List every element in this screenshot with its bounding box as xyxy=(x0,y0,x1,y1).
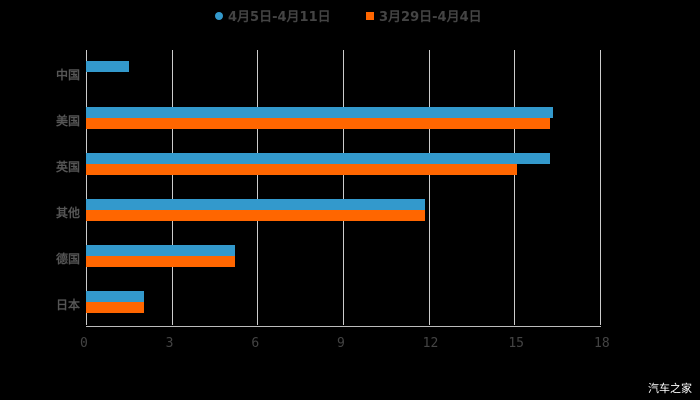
category-label: 英国 xyxy=(55,160,80,174)
category-label: 中国 xyxy=(55,68,80,82)
bar[interactable] xyxy=(86,107,553,118)
bar[interactable] xyxy=(86,61,129,72)
bar[interactable] xyxy=(86,164,518,175)
gridline xyxy=(343,50,344,325)
watermark: 汽车之家 xyxy=(648,382,692,395)
category-label: 日本 xyxy=(55,298,80,312)
bar[interactable] xyxy=(86,118,551,129)
legend-item-series1[interactable]: 4月5日-4月11日 xyxy=(215,6,331,25)
x-tick-label: 12 xyxy=(422,336,439,351)
legend-square-icon xyxy=(366,11,374,20)
bar[interactable] xyxy=(86,153,551,164)
gridline xyxy=(171,50,173,325)
gridline xyxy=(86,50,87,325)
bar[interactable] xyxy=(86,245,236,256)
x-tick-label: 3 xyxy=(165,336,174,351)
bar[interactable] xyxy=(86,210,425,221)
x-axis xyxy=(86,326,601,327)
legend-dot-icon xyxy=(215,11,223,20)
x-tick-label: 6 xyxy=(251,336,260,351)
legend-label: 3月29日-4月4日 xyxy=(379,10,482,25)
gridline xyxy=(257,50,259,325)
x-tick-label: 0 xyxy=(80,336,88,351)
legend-label: 4月5日-4月11日 xyxy=(228,10,331,25)
bar[interactable] xyxy=(86,302,144,313)
bar[interactable] xyxy=(86,291,144,302)
legend: 4月5日-4月11日 3月29日-4月4日 xyxy=(0,4,700,25)
gridline xyxy=(600,50,601,325)
category-label: 其他 xyxy=(55,206,80,220)
gridline xyxy=(428,50,430,325)
category-label: 德国 xyxy=(55,252,80,266)
category-label: 美国 xyxy=(55,114,80,128)
x-tick-label: 15 xyxy=(508,336,524,351)
legend-item-series2[interactable]: 3月29日-4月4日 xyxy=(366,6,482,25)
gridline xyxy=(514,50,516,325)
x-tick-label: 18 xyxy=(594,336,610,351)
bar[interactable] xyxy=(86,256,236,267)
bar[interactable] xyxy=(86,199,425,210)
x-tick-label: 9 xyxy=(337,336,345,351)
